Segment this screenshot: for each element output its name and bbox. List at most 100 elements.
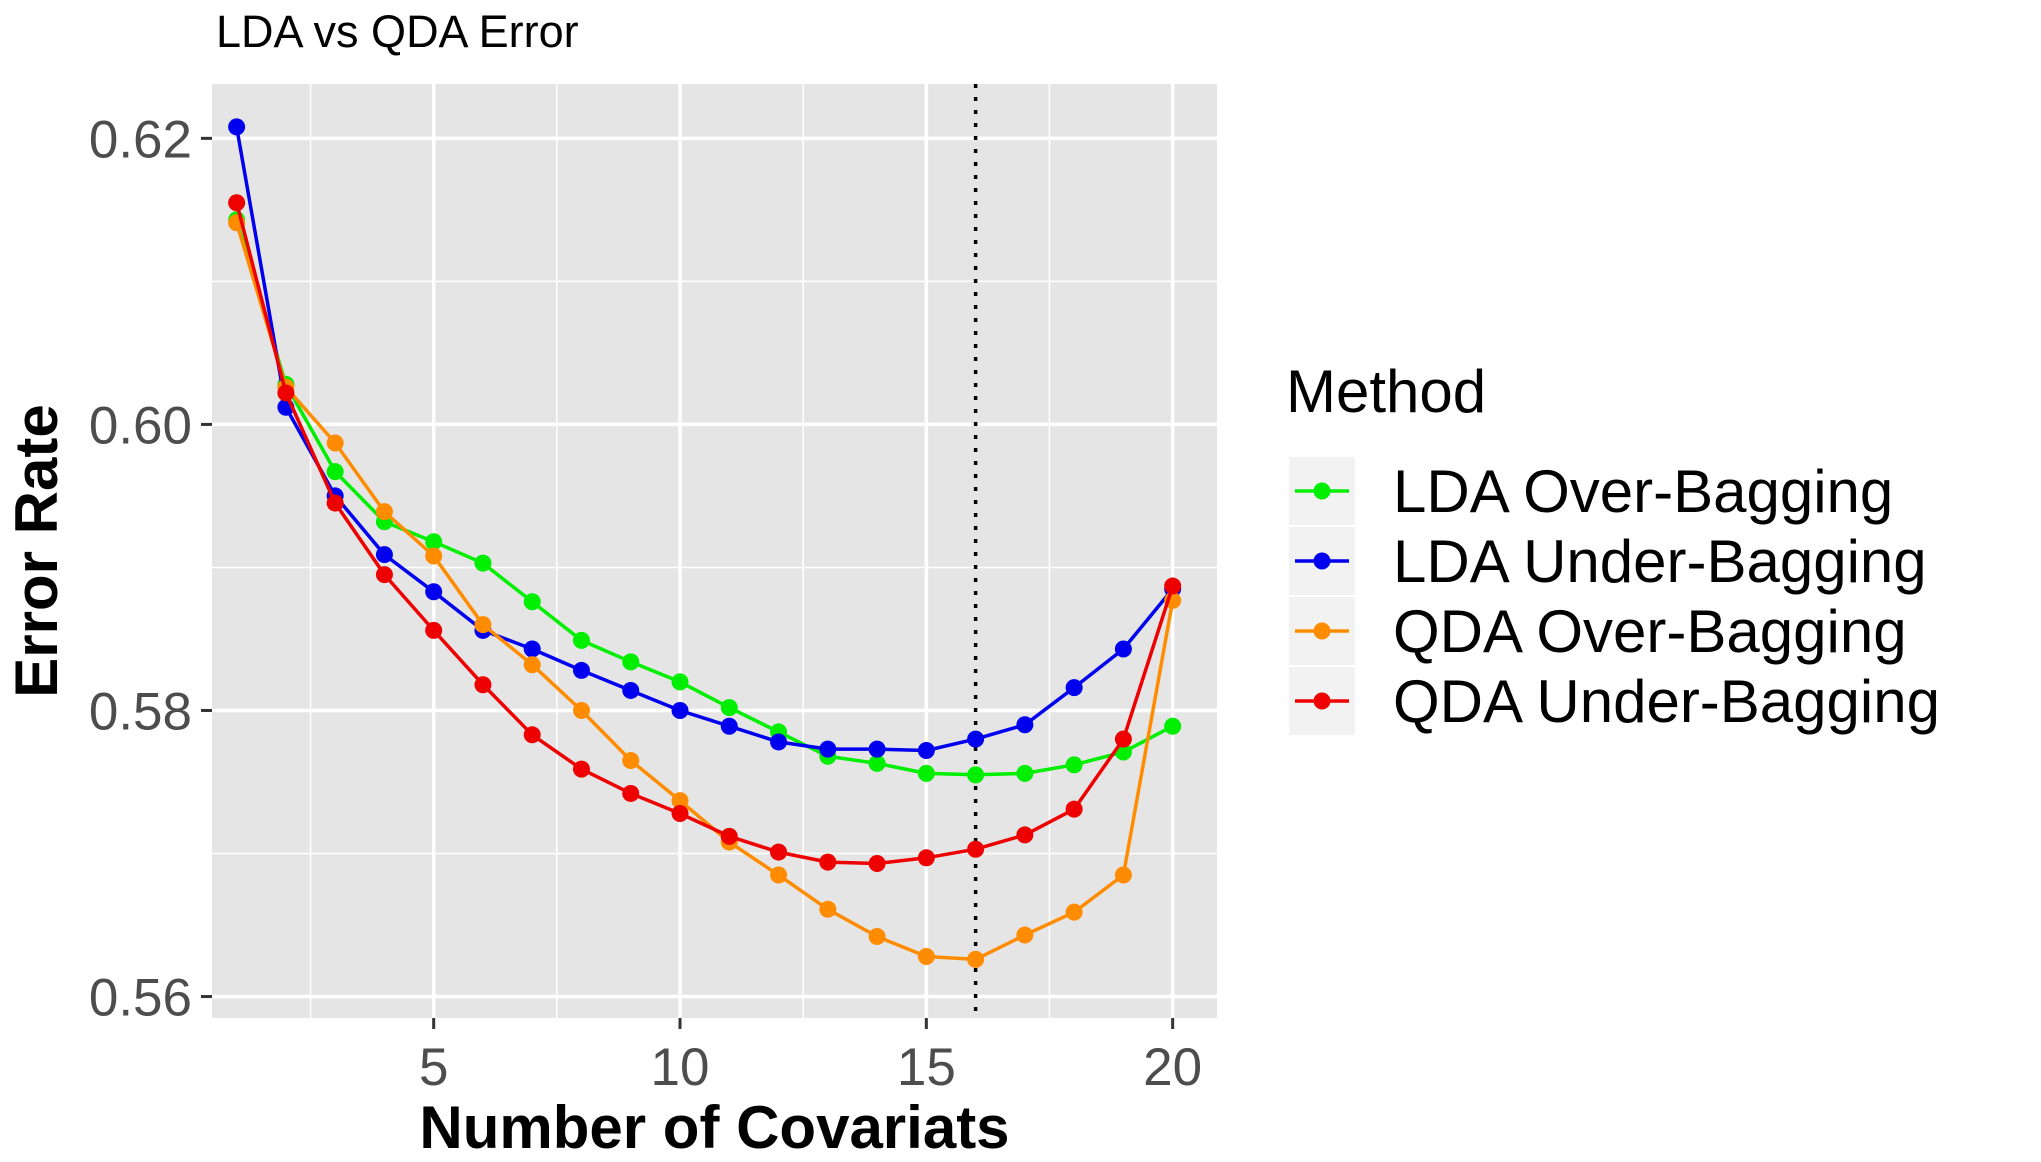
y-tick-labels: 0.56 0.58 0.60 0.62 xyxy=(89,110,192,1027)
plot-panel xyxy=(212,84,1217,1018)
data-point xyxy=(622,752,640,770)
data-point xyxy=(819,853,837,871)
data-point xyxy=(474,616,492,634)
data-point xyxy=(1016,716,1034,734)
data-point xyxy=(228,194,246,212)
data-point xyxy=(523,593,541,611)
data-point xyxy=(375,503,393,521)
data-point xyxy=(671,792,689,810)
data-point xyxy=(917,947,935,965)
legend-item: LDA Under-Bagging xyxy=(1289,527,1927,595)
data-point xyxy=(474,676,492,694)
data-point xyxy=(523,726,541,744)
y-tick-label: 0.60 xyxy=(89,396,192,455)
data-point xyxy=(720,827,738,845)
series-line xyxy=(234,222,1175,962)
data-point xyxy=(671,701,689,719)
data-point xyxy=(917,742,935,760)
series-line xyxy=(234,202,1175,866)
data-point xyxy=(1114,866,1132,884)
y-tick-label: 0.56 xyxy=(89,969,192,1028)
data-point xyxy=(819,740,837,758)
data-point xyxy=(1065,800,1083,818)
data-point xyxy=(720,717,738,735)
data-point xyxy=(967,840,985,858)
data-point xyxy=(326,494,344,512)
data-point xyxy=(375,546,393,564)
data-point xyxy=(572,701,590,719)
y-axis-title: Error Rate xyxy=(3,404,70,697)
data-point xyxy=(1016,764,1034,782)
data-point xyxy=(868,855,886,873)
x-tick-label: 5 xyxy=(419,1038,448,1097)
legend-item: QDA Over-Bagging xyxy=(1289,597,1907,665)
y-tick-label: 0.62 xyxy=(89,110,192,169)
data-point xyxy=(474,554,492,572)
data-point xyxy=(1164,717,1182,735)
data-point xyxy=(523,640,541,658)
data-point xyxy=(770,866,788,884)
axis-ticks xyxy=(201,136,1175,1029)
data-point xyxy=(622,681,640,699)
legend-label: LDA Over-Bagging xyxy=(1393,458,1893,525)
legend-label: QDA Over-Bagging xyxy=(1393,598,1907,665)
data-point xyxy=(1114,640,1132,658)
legend-key-point xyxy=(1313,622,1331,640)
series-line xyxy=(234,126,1175,753)
data-point xyxy=(375,566,393,584)
data-point xyxy=(868,927,886,945)
y-tick-label: 0.58 xyxy=(89,682,192,741)
data-point xyxy=(1016,826,1034,844)
data-point xyxy=(425,621,443,639)
data-point xyxy=(326,434,344,452)
data-point xyxy=(572,760,590,778)
data-point xyxy=(770,843,788,861)
data-point xyxy=(967,730,985,748)
data-point xyxy=(819,900,837,918)
data-point xyxy=(1065,679,1083,697)
data-point xyxy=(868,754,886,772)
data-point xyxy=(770,733,788,751)
data-point xyxy=(1114,730,1132,748)
legend-key-point xyxy=(1313,692,1331,710)
x-tick-label: 20 xyxy=(1143,1038,1202,1097)
chart-title: LDA vs QDA Error xyxy=(216,6,579,57)
legend-label: QDA Under-Bagging xyxy=(1393,668,1940,735)
data-point xyxy=(622,653,640,671)
data-point xyxy=(277,384,295,402)
data-point xyxy=(425,533,443,551)
data-point xyxy=(228,118,246,136)
data-point xyxy=(425,547,443,565)
legend-key-point xyxy=(1313,552,1331,570)
data-point xyxy=(967,766,985,784)
legend-key-point xyxy=(1313,482,1331,500)
data-point xyxy=(326,463,344,481)
data-point xyxy=(671,804,689,822)
x-axis-title: Number of Covariats xyxy=(419,1094,1009,1161)
series-layer xyxy=(228,118,1182,968)
data-point xyxy=(572,661,590,679)
legend-title: Method xyxy=(1286,358,1486,425)
data-point xyxy=(523,656,541,674)
data-point xyxy=(622,784,640,802)
data-point xyxy=(1065,903,1083,921)
x-tick-label: 15 xyxy=(897,1038,956,1097)
data-point xyxy=(720,699,738,717)
x-tick-label: 10 xyxy=(651,1038,710,1097)
legend-item: QDA Under-Bagging xyxy=(1289,667,1940,735)
x-tick-labels: 5 10 15 20 xyxy=(419,1038,1202,1097)
data-point xyxy=(572,631,590,649)
data-point xyxy=(967,950,985,968)
data-point xyxy=(917,764,935,782)
data-point xyxy=(868,740,886,758)
data-point xyxy=(1065,756,1083,774)
legend-label: LDA Under-Bagging xyxy=(1393,528,1927,595)
data-point xyxy=(1016,926,1034,944)
data-point xyxy=(425,583,443,601)
series-qda-under-bagging xyxy=(228,194,1182,873)
legend-item: LDA Over-Bagging xyxy=(1289,457,1893,525)
data-point xyxy=(917,849,935,867)
data-point xyxy=(1164,577,1182,595)
